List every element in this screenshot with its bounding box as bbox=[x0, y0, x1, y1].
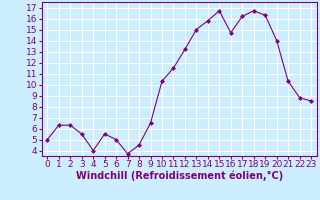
X-axis label: Windchill (Refroidissement éolien,°C): Windchill (Refroidissement éolien,°C) bbox=[76, 171, 283, 181]
